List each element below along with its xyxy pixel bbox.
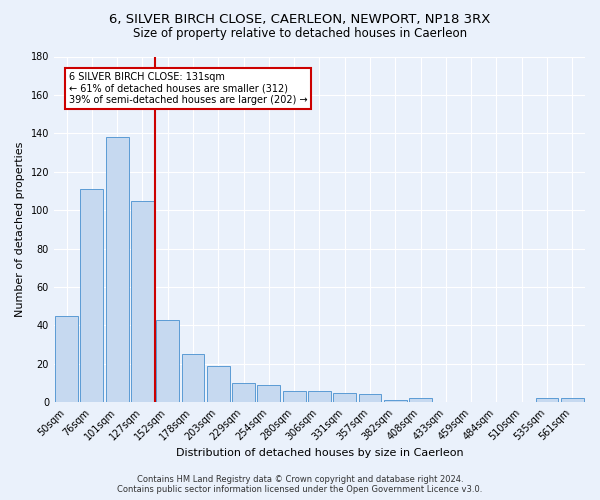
Text: 6, SILVER BIRCH CLOSE, CAERLEON, NEWPORT, NP18 3RX: 6, SILVER BIRCH CLOSE, CAERLEON, NEWPORT… [109,12,491,26]
Bar [55,316,78,402]
Bar [409,398,432,402]
Bar [308,390,331,402]
Bar [283,390,305,402]
Text: 6 SILVER BIRCH CLOSE: 131sqm
← 61% of detached houses are smaller (312)
39% of s: 6 SILVER BIRCH CLOSE: 131sqm ← 61% of de… [68,72,307,105]
Bar [232,383,255,402]
Bar [561,398,584,402]
Text: Contains HM Land Registry data © Crown copyright and database right 2024.
Contai: Contains HM Land Registry data © Crown c… [118,474,482,494]
Bar [80,189,103,402]
Bar [359,394,382,402]
Bar [106,137,128,402]
Bar [334,392,356,402]
Bar [182,354,205,402]
Bar [131,200,154,402]
Bar [207,366,230,402]
Bar [384,400,407,402]
X-axis label: Distribution of detached houses by size in Caerleon: Distribution of detached houses by size … [176,448,463,458]
Y-axis label: Number of detached properties: Number of detached properties [15,142,25,317]
Bar [157,320,179,402]
Bar [536,398,559,402]
Bar [257,385,280,402]
Text: Size of property relative to detached houses in Caerleon: Size of property relative to detached ho… [133,28,467,40]
